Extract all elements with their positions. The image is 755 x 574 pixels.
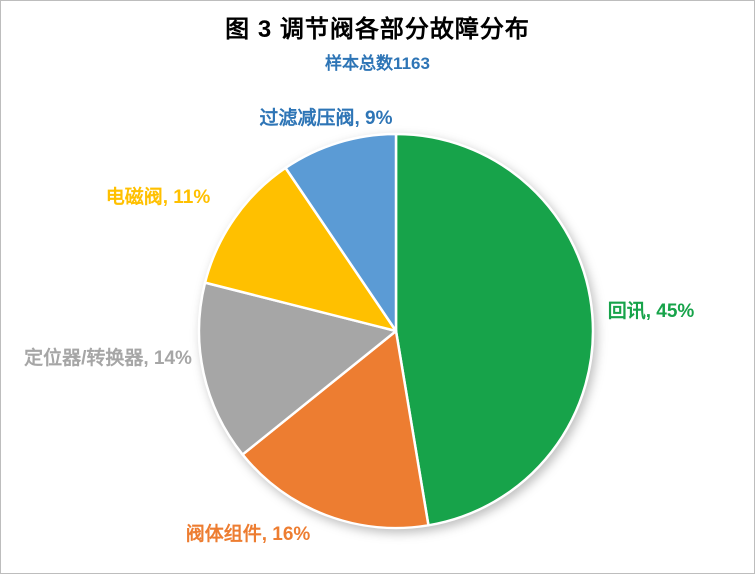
pie-slice-4 xyxy=(284,132,398,333)
slice-label-filter-pressure-reducing-valve: 过滤减压阀, 9% xyxy=(259,108,393,129)
pie-slice-1 xyxy=(241,329,430,530)
pie-slice-2 xyxy=(197,281,398,456)
slice-label-valve-body-assembly: 阀体组件, 16% xyxy=(185,524,311,545)
slice-label-feedback: 回讯, 45% xyxy=(607,301,695,322)
pie-slice-0 xyxy=(394,132,595,527)
chart-subtitle: 样本总数1163 xyxy=(325,54,430,73)
slice-label-solenoid-valve: 电磁阀, 11% xyxy=(105,187,211,208)
slice-label-positioner-converter: 定位器/转换器, 14% xyxy=(24,348,192,369)
chart-title: 图 3 调节阀各部分故障分布 xyxy=(225,16,530,43)
pie-slices xyxy=(197,132,595,530)
pie-slice-3 xyxy=(203,166,398,333)
